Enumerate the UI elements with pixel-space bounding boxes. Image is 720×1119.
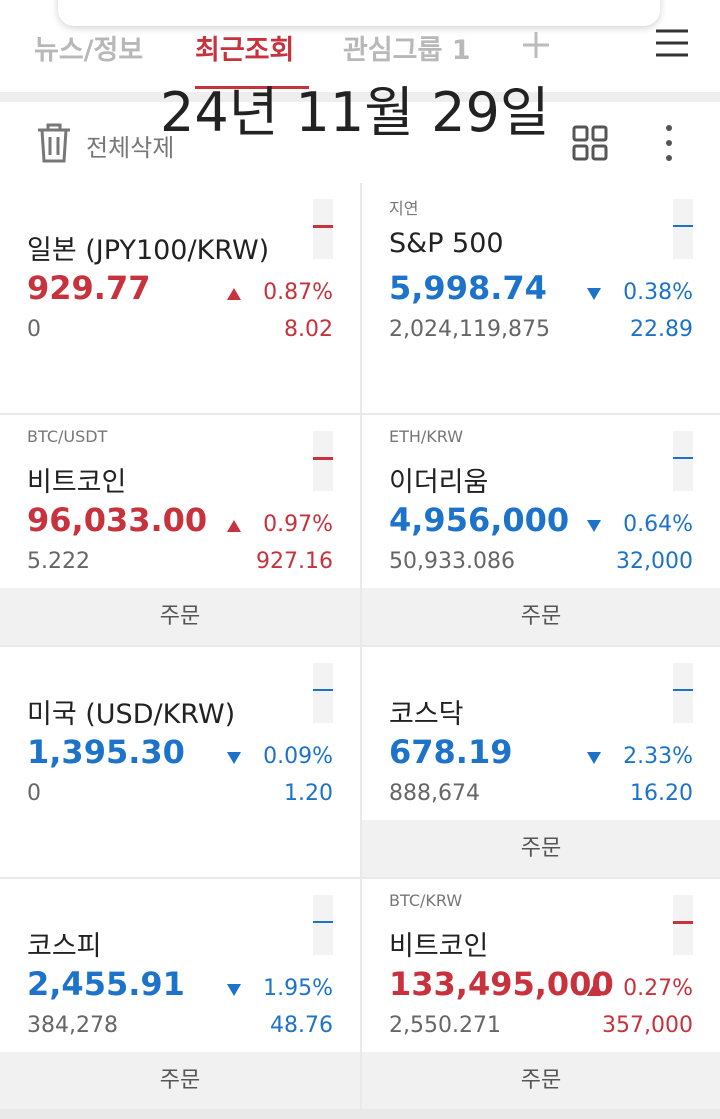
mini-candle (673, 457, 693, 459)
down-arrow (587, 752, 601, 764)
card-change-rate: 0.38% (623, 280, 693, 305)
card-change: 357,000 (602, 1013, 693, 1038)
mini-candle (673, 225, 693, 227)
card-change-rate: 0.09% (263, 744, 333, 769)
card-volume: 2,024,119,875 (389, 317, 550, 342)
card-change: 1.20 (284, 781, 333, 806)
order-button[interactable]: 주문 (362, 820, 720, 877)
card-price: 678.19 (389, 733, 513, 771)
mini-candle (313, 457, 333, 460)
tab-underline (195, 86, 309, 89)
card-change: 927.16 (256, 549, 333, 574)
card-change-rate: 1.95% (263, 976, 333, 1001)
order-button[interactable]: 주문 (362, 1052, 720, 1109)
card[interactable] (362, 183, 720, 413)
tab-active[interactable]: 최근조회 (195, 35, 295, 66)
up-arrow (227, 288, 241, 300)
mini-chart (673, 199, 693, 259)
order-button[interactable]: 주문 (362, 588, 720, 645)
grid-icon[interactable] (572, 125, 608, 161)
card-name: 비트코인 (27, 467, 127, 498)
mini-candle (313, 921, 333, 923)
order-button[interactable]: 주문 (0, 1052, 360, 1109)
divider (0, 92, 720, 102)
card-price: 2,455.91 (27, 965, 185, 1003)
menu-icon[interactable] (654, 28, 690, 58)
add-tab-icon[interactable] (520, 30, 552, 60)
card-tag: BTC/USDT (27, 427, 108, 446)
order-button[interactable]: 주문 (0, 588, 360, 645)
date-overlay: 24년 11월 29일 (160, 81, 550, 144)
tab[interactable]: 관심그룹 1 (343, 35, 471, 66)
card-change-rate: 0.97% (263, 512, 333, 537)
card-volume: 0 (27, 317, 41, 342)
card-change-rate: 0.64% (623, 512, 693, 537)
mini-candle (313, 225, 333, 228)
down-arrow (227, 752, 241, 764)
search-bar[interactable] (58, 0, 660, 26)
card-price: 5,998.74 (389, 269, 547, 307)
trash-icon[interactable] (36, 122, 72, 164)
delete-all[interactable]: 전체삭제 (86, 134, 175, 162)
down-arrow (587, 288, 601, 300)
mini-candle (673, 921, 693, 924)
down-arrow (227, 984, 241, 996)
card-name: S&P 500 (389, 228, 504, 259)
card-volume: 2,550.271 (389, 1013, 501, 1038)
card-volume: 384,278 (27, 1013, 118, 1038)
card-tag: ETH/KRW (389, 427, 464, 446)
card-name: 코스닥 (389, 699, 464, 730)
card-price: 1,395.30 (27, 733, 185, 771)
card[interactable] (0, 183, 360, 413)
card-tag: 지연 (389, 199, 419, 218)
card-name: 미국 (USD/KRW) (27, 699, 236, 730)
mini-candle (673, 689, 693, 691)
card-name: 일본 (JPY100/KRW) (27, 235, 270, 266)
mini-chart (673, 431, 693, 491)
card-price: 133,495,000 (389, 965, 614, 1003)
card-change: 16.20 (630, 781, 693, 806)
card-change-rate: 0.27% (623, 976, 693, 1001)
down-arrow (587, 520, 601, 532)
card-tag: BTC/KRW (389, 891, 463, 910)
mini-chart (313, 431, 333, 491)
card-volume: 5.222 (27, 549, 90, 574)
mini-chart (313, 199, 333, 259)
card-price: 4,956,000 (389, 501, 570, 539)
card-change-rate: 2.33% (623, 744, 693, 769)
card-name: 코스피 (27, 931, 102, 962)
up-arrow (587, 984, 601, 996)
card-volume: 0 (27, 781, 41, 806)
card-change: 32,000 (616, 549, 693, 574)
card-volume: 888,674 (389, 781, 480, 806)
card-price: 96,033.00 (27, 501, 208, 539)
card-change-rate: 0.87% (263, 280, 333, 305)
mini-chart (313, 895, 333, 955)
header: 뉴스/정보 최근조회 관심그룹 1 24년 11월 29일 전체삭제 (0, 0, 720, 183)
card-name: 비트코인 (389, 931, 489, 962)
card-price: 929.77 (27, 269, 151, 307)
card-change: 22.89 (630, 317, 693, 342)
mini-chart (313, 663, 333, 723)
card-volume: 50,933.086 (389, 549, 515, 574)
tab[interactable]: 뉴스/정보 (34, 35, 144, 66)
mini-candle (313, 689, 333, 691)
card-name: 이더리움 (389, 467, 489, 498)
mini-chart (673, 663, 693, 723)
card-change: 48.76 (270, 1013, 333, 1038)
mini-chart (673, 895, 693, 955)
card[interactable] (0, 647, 360, 877)
card-change: 8.02 (284, 317, 333, 342)
up-arrow (227, 520, 241, 532)
more-icon[interactable] (662, 124, 676, 162)
